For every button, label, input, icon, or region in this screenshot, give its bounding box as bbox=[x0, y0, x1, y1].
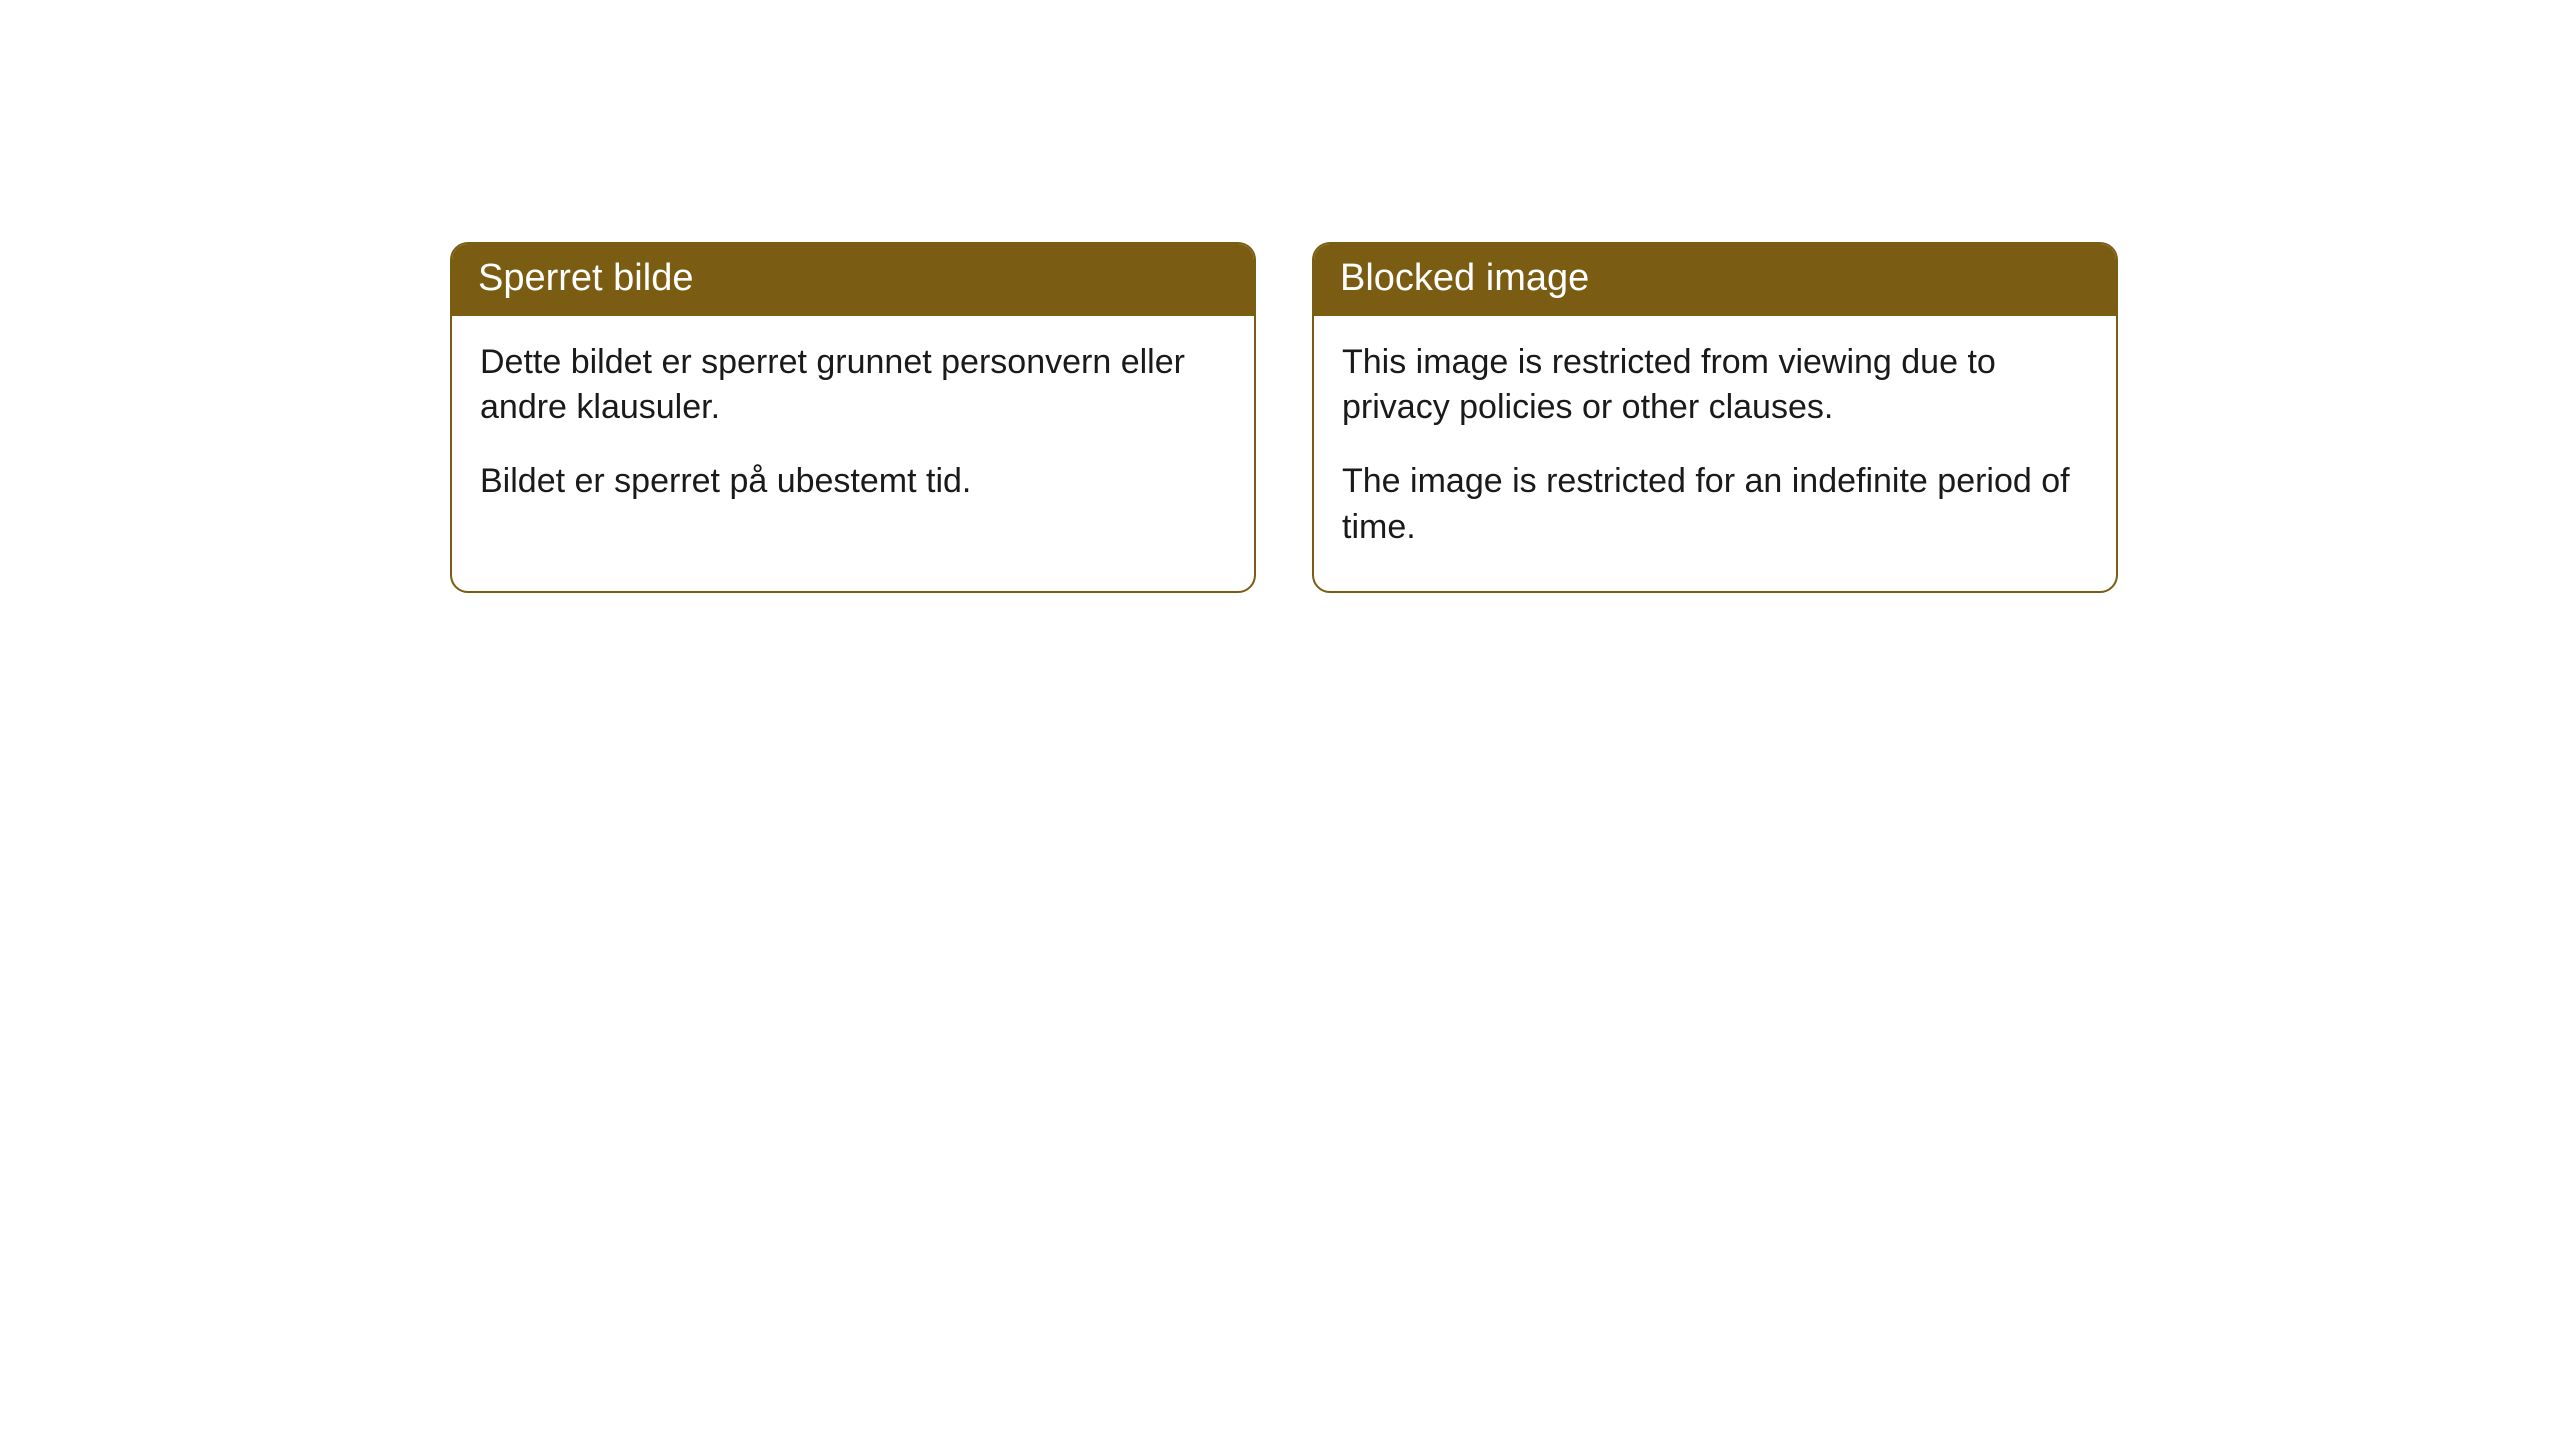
card-header: Blocked image bbox=[1314, 244, 2116, 316]
notice-card-english: Blocked image This image is restricted f… bbox=[1312, 242, 2118, 593]
card-body: Dette bildet er sperret grunnet personve… bbox=[452, 316, 1254, 546]
card-paragraph: Bildet er sperret på ubestemt tid. bbox=[480, 459, 1226, 505]
card-header: Sperret bilde bbox=[452, 244, 1254, 316]
notice-card-norwegian: Sperret bilde Dette bildet er sperret gr… bbox=[450, 242, 1256, 593]
card-paragraph: This image is restricted from viewing du… bbox=[1342, 340, 2088, 432]
card-paragraph: The image is restricted for an indefinit… bbox=[1342, 459, 2088, 551]
card-paragraph: Dette bildet er sperret grunnet personve… bbox=[480, 340, 1226, 432]
card-body: This image is restricted from viewing du… bbox=[1314, 316, 2116, 592]
notice-container: Sperret bilde Dette bildet er sperret gr… bbox=[450, 242, 2118, 593]
